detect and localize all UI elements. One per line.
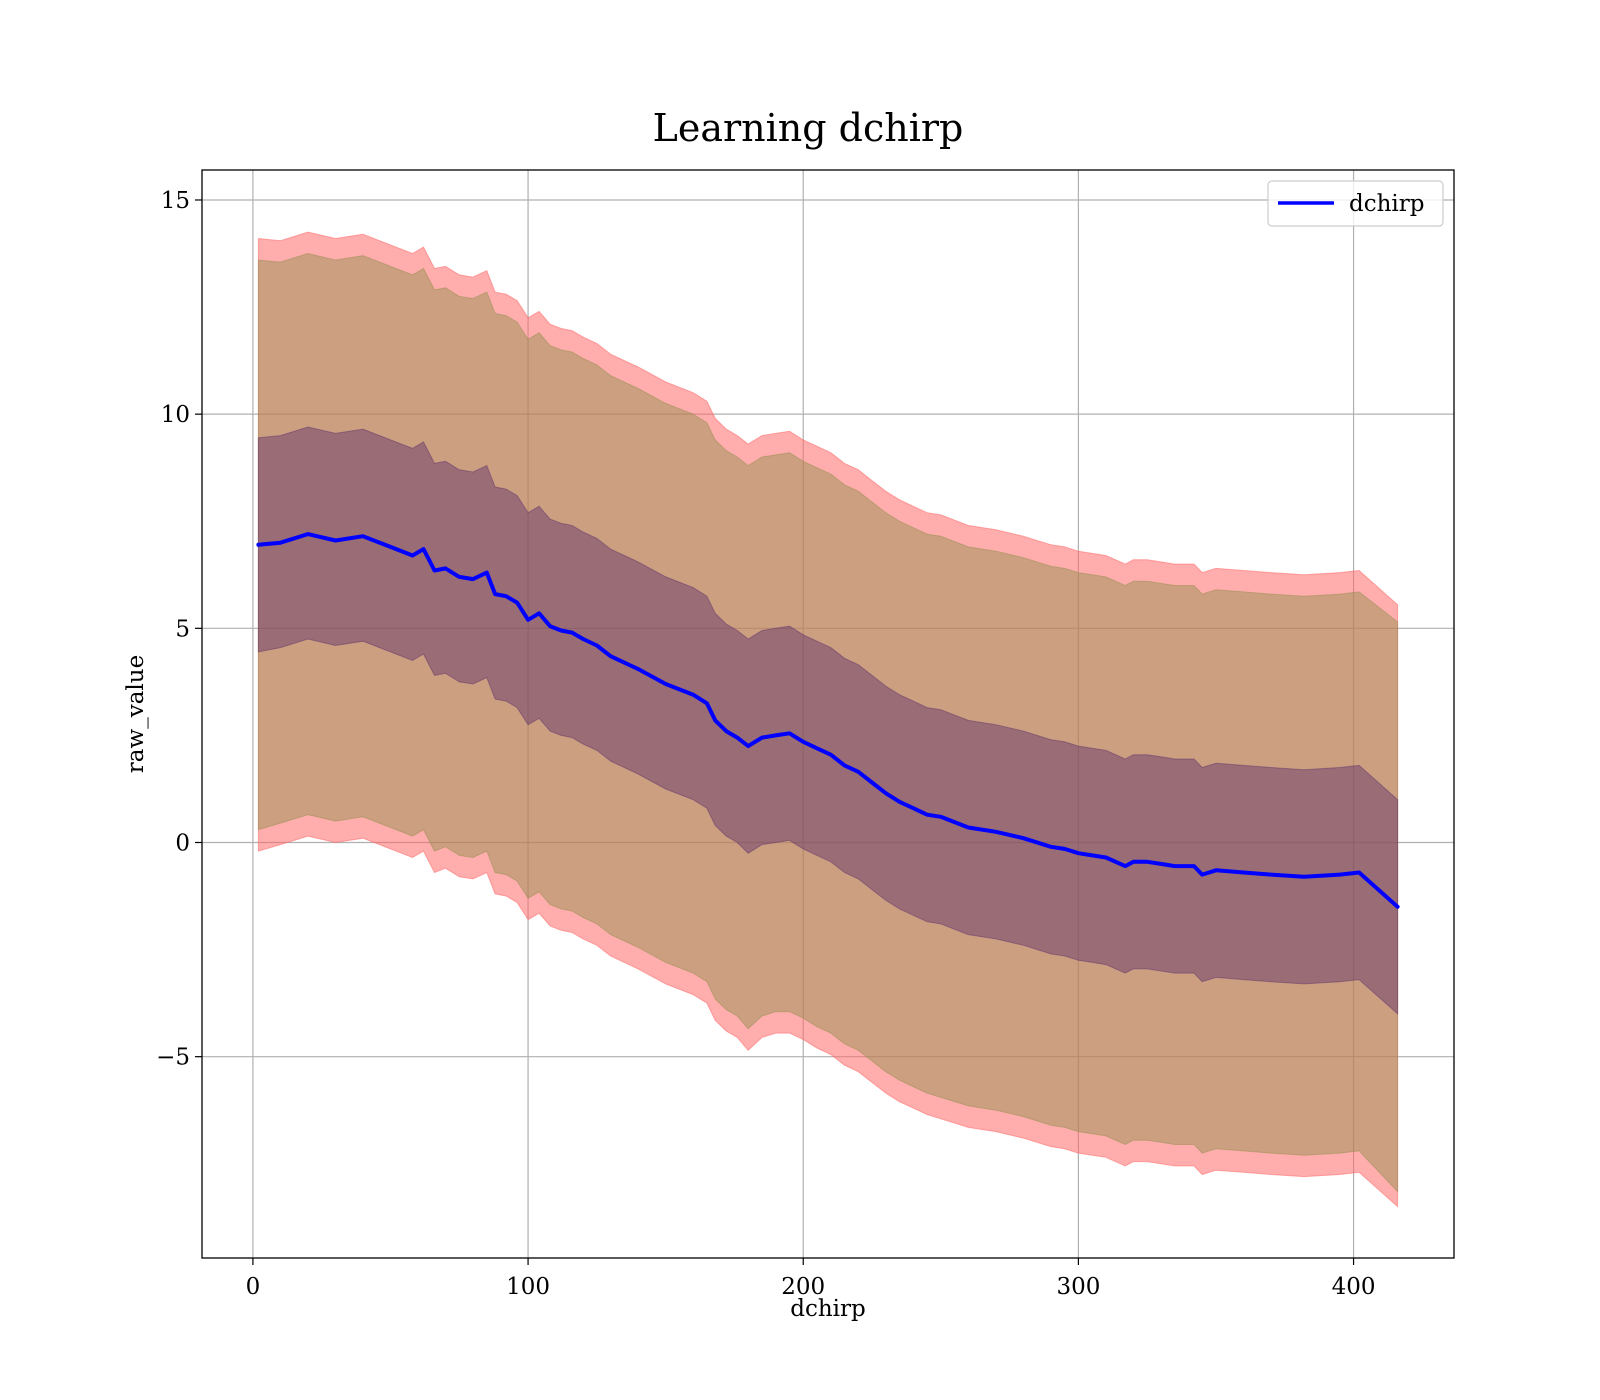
y-tick-label: 0	[175, 831, 190, 857]
legend-label: dchirp	[1349, 191, 1425, 217]
y-tick-label: 10	[161, 402, 190, 428]
x-axis: 0 100 200 300 400	[246, 1258, 1376, 1300]
series-lines	[256, 532, 1400, 909]
plot-frame	[201, 169, 1455, 1259]
x-tick-label: 100	[506, 1274, 550, 1300]
legend-box	[1267, 180, 1444, 227]
y-axis: −5 0 5 10 15	[156, 188, 202, 1071]
x-tick-label: 400	[1332, 1274, 1376, 1300]
y-tick-label: 15	[161, 188, 190, 214]
confidence-band	[257, 252, 1399, 1193]
legend: dchirp	[1267, 180, 1444, 227]
x-tick-label: 0	[246, 1274, 261, 1300]
confidence-bands	[257, 231, 1399, 1208]
y-tick-label: −5	[156, 1045, 190, 1071]
x-axis-label: dchirp	[790, 1296, 866, 1322]
confidence-band	[257, 231, 1399, 1208]
series-line-dchirp	[256, 532, 1400, 909]
plot-area	[201, 169, 1455, 1259]
x-tick-label: 300	[1056, 1274, 1100, 1300]
y-tick-label: 5	[175, 616, 190, 642]
chart-title: Learning dchirp	[653, 106, 964, 150]
confidence-band	[257, 426, 1399, 1015]
y-axis-label: raw_value	[123, 655, 149, 773]
x-tick-label: 200	[781, 1274, 825, 1300]
